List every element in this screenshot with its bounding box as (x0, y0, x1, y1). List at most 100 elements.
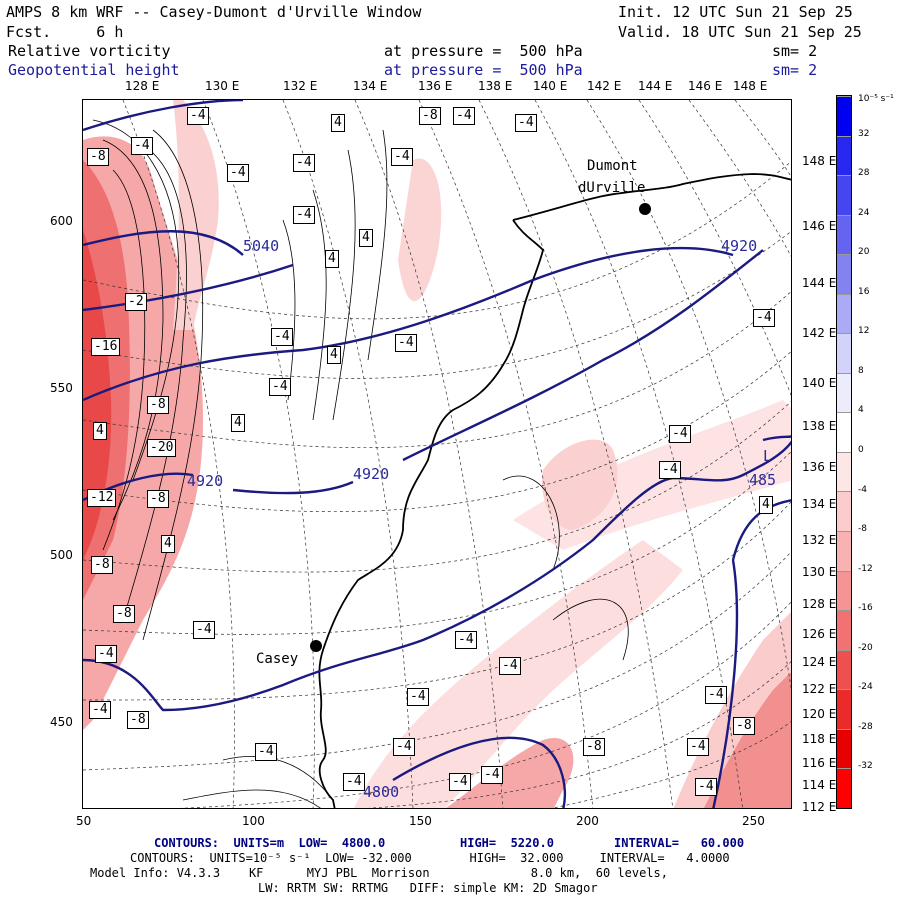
right-lon-tick: 148 E (802, 154, 837, 168)
vorticity-label: -8 (147, 490, 169, 508)
colorbar-swatch (837, 333, 851, 373)
vorticity-label: -4 (695, 778, 717, 796)
colorbar-label: 24 (858, 207, 870, 218)
height-label: 5040 (243, 237, 280, 255)
init-time: Init. 12 UTC Sun 21 Sep 25 (618, 3, 853, 21)
colorbar-swatch (837, 610, 851, 650)
vorticity-label: -2 (125, 293, 147, 311)
vorticity-label: -4 (391, 148, 413, 166)
top-lon-tick: 140 E (533, 79, 568, 93)
colorbar-swatch (837, 254, 851, 294)
top-lon-tick: 132 E (283, 79, 318, 93)
vorticity-label: -4 (293, 206, 315, 224)
vorticity-label: 4 (331, 114, 345, 132)
colorbar-label: 12 (858, 326, 870, 337)
right-lon-tick: 144 E (802, 276, 837, 290)
vorticity-label: -4 (659, 461, 681, 479)
vorticity-label: -4 (89, 701, 111, 719)
right-lon-tick: 132 E (802, 533, 837, 547)
vorticity-label: -4 (227, 164, 249, 182)
top-lon-tick: 134 E (353, 79, 388, 93)
vorticity-label: -20 (147, 439, 177, 457)
vorticity-label: -4 (515, 114, 537, 132)
map-canvas (83, 100, 791, 808)
field1-smoothing: sm= 2 (772, 42, 818, 60)
height-contours (83, 100, 791, 808)
top-lon-tick: 146 E (688, 79, 723, 93)
latlon-grid (83, 100, 791, 808)
bottom-x-tick: 50 (76, 814, 92, 828)
top-lon-tick: 148 E (733, 79, 768, 93)
vorticity-label: -8 (583, 738, 605, 756)
vorticity-label: -4 (255, 743, 277, 761)
left-y-tick: 450 (50, 715, 73, 729)
field2-name: Geopotential height (8, 61, 180, 79)
colorbar-label: -24 (858, 682, 873, 693)
colorbar-swatch (837, 768, 851, 808)
vorticity-label: -4 (395, 334, 417, 352)
colorbar-unit: 10⁻⁵ s⁻¹ (858, 94, 894, 104)
vorticity-label: -4 (687, 738, 709, 756)
casey-station-marker (310, 640, 322, 652)
vorticity-label: -4 (753, 309, 775, 327)
vorticity-label: 4 (327, 346, 341, 364)
right-lon-tick: 124 E (802, 655, 837, 669)
left-y-tick: 600 (50, 214, 73, 228)
left-y-tick: 500 (50, 548, 73, 562)
colorbar-swatch (837, 451, 851, 492)
top-lon-tick: 138 E (478, 79, 513, 93)
right-lon-tick: 146 E (802, 219, 837, 233)
colorbar-swatch (837, 135, 851, 176)
colorbar-swatch (837, 649, 851, 690)
casey-label: Casey (256, 651, 299, 667)
vorticity-label: -4 (449, 773, 471, 791)
colorbar-label: -28 (858, 721, 873, 732)
colorbar-label: 0 (858, 445, 864, 455)
right-lon-tick: 126 E (802, 627, 837, 641)
vorticity-label: -8 (733, 717, 755, 735)
height-label: 485 (749, 471, 777, 489)
footer-height-high: HIGH= 5220.0 (460, 836, 554, 850)
colorbar-swatch (837, 293, 851, 334)
vorticity-label: -4 (131, 137, 153, 155)
right-lon-tick: 116 E (802, 756, 837, 770)
colorbar-label: 16 (858, 286, 870, 297)
vorticity-label: -4 (669, 425, 691, 443)
top-lon-tick: 128 E (125, 79, 160, 93)
left-y-tick: 550 (50, 381, 73, 395)
vorticity-label: -8 (87, 148, 109, 166)
field2-smoothing: sm= 2 (772, 61, 818, 79)
right-lon-tick: 138 E (802, 419, 837, 433)
height-label: 4800 (363, 783, 400, 801)
forecast-hour: Fcst. 6 h (6, 23, 124, 41)
colorbar-swatch (837, 531, 851, 571)
height-label: 4920 (187, 472, 224, 490)
colorbar-label: 20 (858, 247, 870, 258)
colorbar-swatch (837, 372, 851, 413)
coastline-north (512, 173, 791, 221)
bottom-x-tick: 200 (576, 814, 599, 828)
coastline (318, 219, 544, 808)
colorbar-label: -32 (858, 761, 873, 772)
footer-height-interval: INTERVAL= 60.000 (614, 836, 745, 850)
vorticity-label: -4 (95, 645, 117, 663)
height-label: 4920 (353, 465, 390, 483)
map-title: AMPS 8 km WRF -- Casey-Dumont d'Urville … (6, 3, 422, 21)
colorbar-swatch (837, 214, 851, 255)
colorbar-swatch (837, 412, 851, 452)
colorbar-swatch (837, 728, 851, 769)
vorticity-label: 4 (93, 422, 107, 440)
vorticity-label: -4 (393, 738, 415, 756)
colorbar-label: -16 (858, 603, 873, 614)
colorbar-swatch (837, 491, 851, 532)
colorbar-swatch (837, 689, 851, 729)
colorbar-swatch (837, 570, 851, 611)
bottom-x-tick: 150 (409, 814, 432, 828)
vorticity-label: -4 (407, 688, 429, 706)
vorticity-label: 4 (231, 414, 245, 432)
field1-level: at pressure = 500 hPa (384, 42, 583, 60)
colorbar-label: -4 (858, 484, 867, 495)
vorticity-label: -8 (127, 711, 149, 729)
footer-model-info: Model Info: V4.3.3 KF MYJ PBL Morrison 8… (90, 866, 668, 880)
bottom-x-tick: 100 (242, 814, 265, 828)
